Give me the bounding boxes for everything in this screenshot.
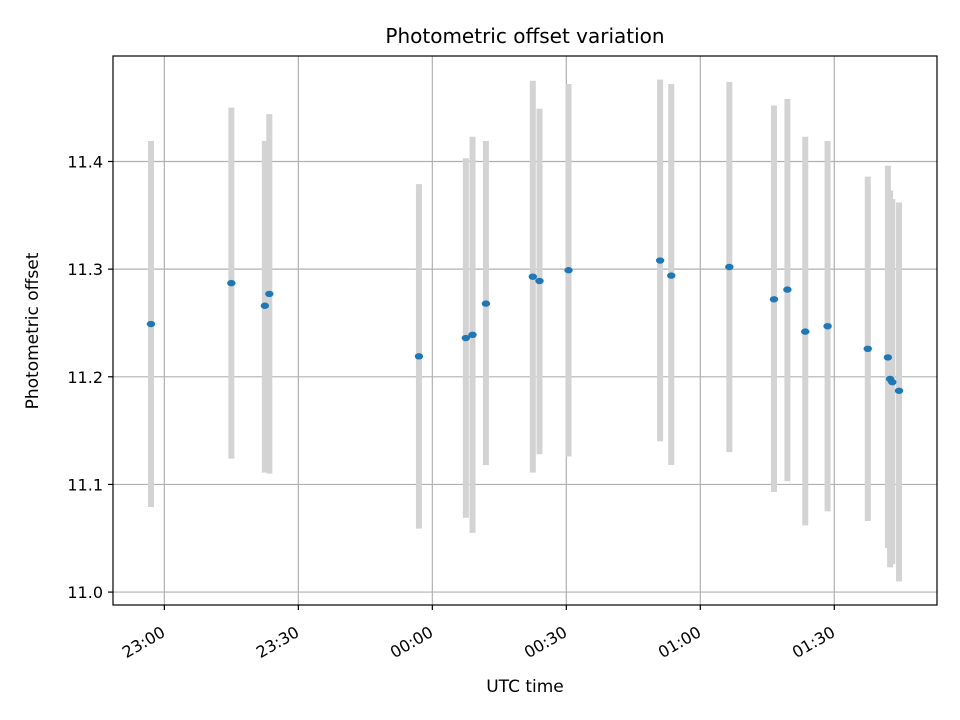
data-point <box>863 345 872 352</box>
data-point <box>227 279 236 287</box>
y-axis-title: Photometric offset <box>23 252 43 409</box>
data-point <box>481 300 491 307</box>
data-point <box>655 257 665 264</box>
y-tick-label: 11.2 <box>67 368 103 387</box>
data-point <box>265 290 274 298</box>
chart-title: Photometric offset variation <box>385 24 664 48</box>
axis-ticks: 23:00 23:30 00:00 00:30 01:00 01:30 11.0 11.1 11… <box>67 152 838 661</box>
x-tick-label: 00:00 <box>387 622 436 662</box>
data-point <box>823 322 832 330</box>
data-point <box>414 353 424 360</box>
data-point <box>801 328 810 335</box>
data-point <box>564 267 573 274</box>
errorbars <box>147 79 903 582</box>
x-tick-label: 01:30 <box>789 622 838 662</box>
x-tick-label: 23:30 <box>253 622 302 662</box>
data-point <box>888 378 897 386</box>
plot-frame <box>112 55 938 606</box>
data-point <box>883 354 893 361</box>
y-tick-label: 11.4 <box>67 152 103 171</box>
data-point <box>783 286 792 293</box>
data-point <box>146 320 156 328</box>
data-point <box>894 387 904 394</box>
y-tick-label: 11.3 <box>67 260 103 279</box>
x-tick-label: 23:00 <box>119 622 168 662</box>
y-tick-label: 11.0 <box>67 583 103 602</box>
data-point <box>468 331 477 339</box>
data-point <box>725 263 734 271</box>
x-axis-title: UTC time <box>486 677 564 697</box>
x-tick-label: 00:30 <box>521 622 570 662</box>
data-point <box>769 296 779 303</box>
data-point <box>535 277 544 285</box>
data-point <box>260 302 270 309</box>
x-tick-label: 01:00 <box>655 622 704 662</box>
grid-lines <box>113 56 937 605</box>
data-point <box>667 272 676 279</box>
y-tick-label: 11.1 <box>67 475 103 494</box>
data-point <box>461 334 471 342</box>
data-points <box>146 257 904 394</box>
data-point <box>528 273 538 280</box>
